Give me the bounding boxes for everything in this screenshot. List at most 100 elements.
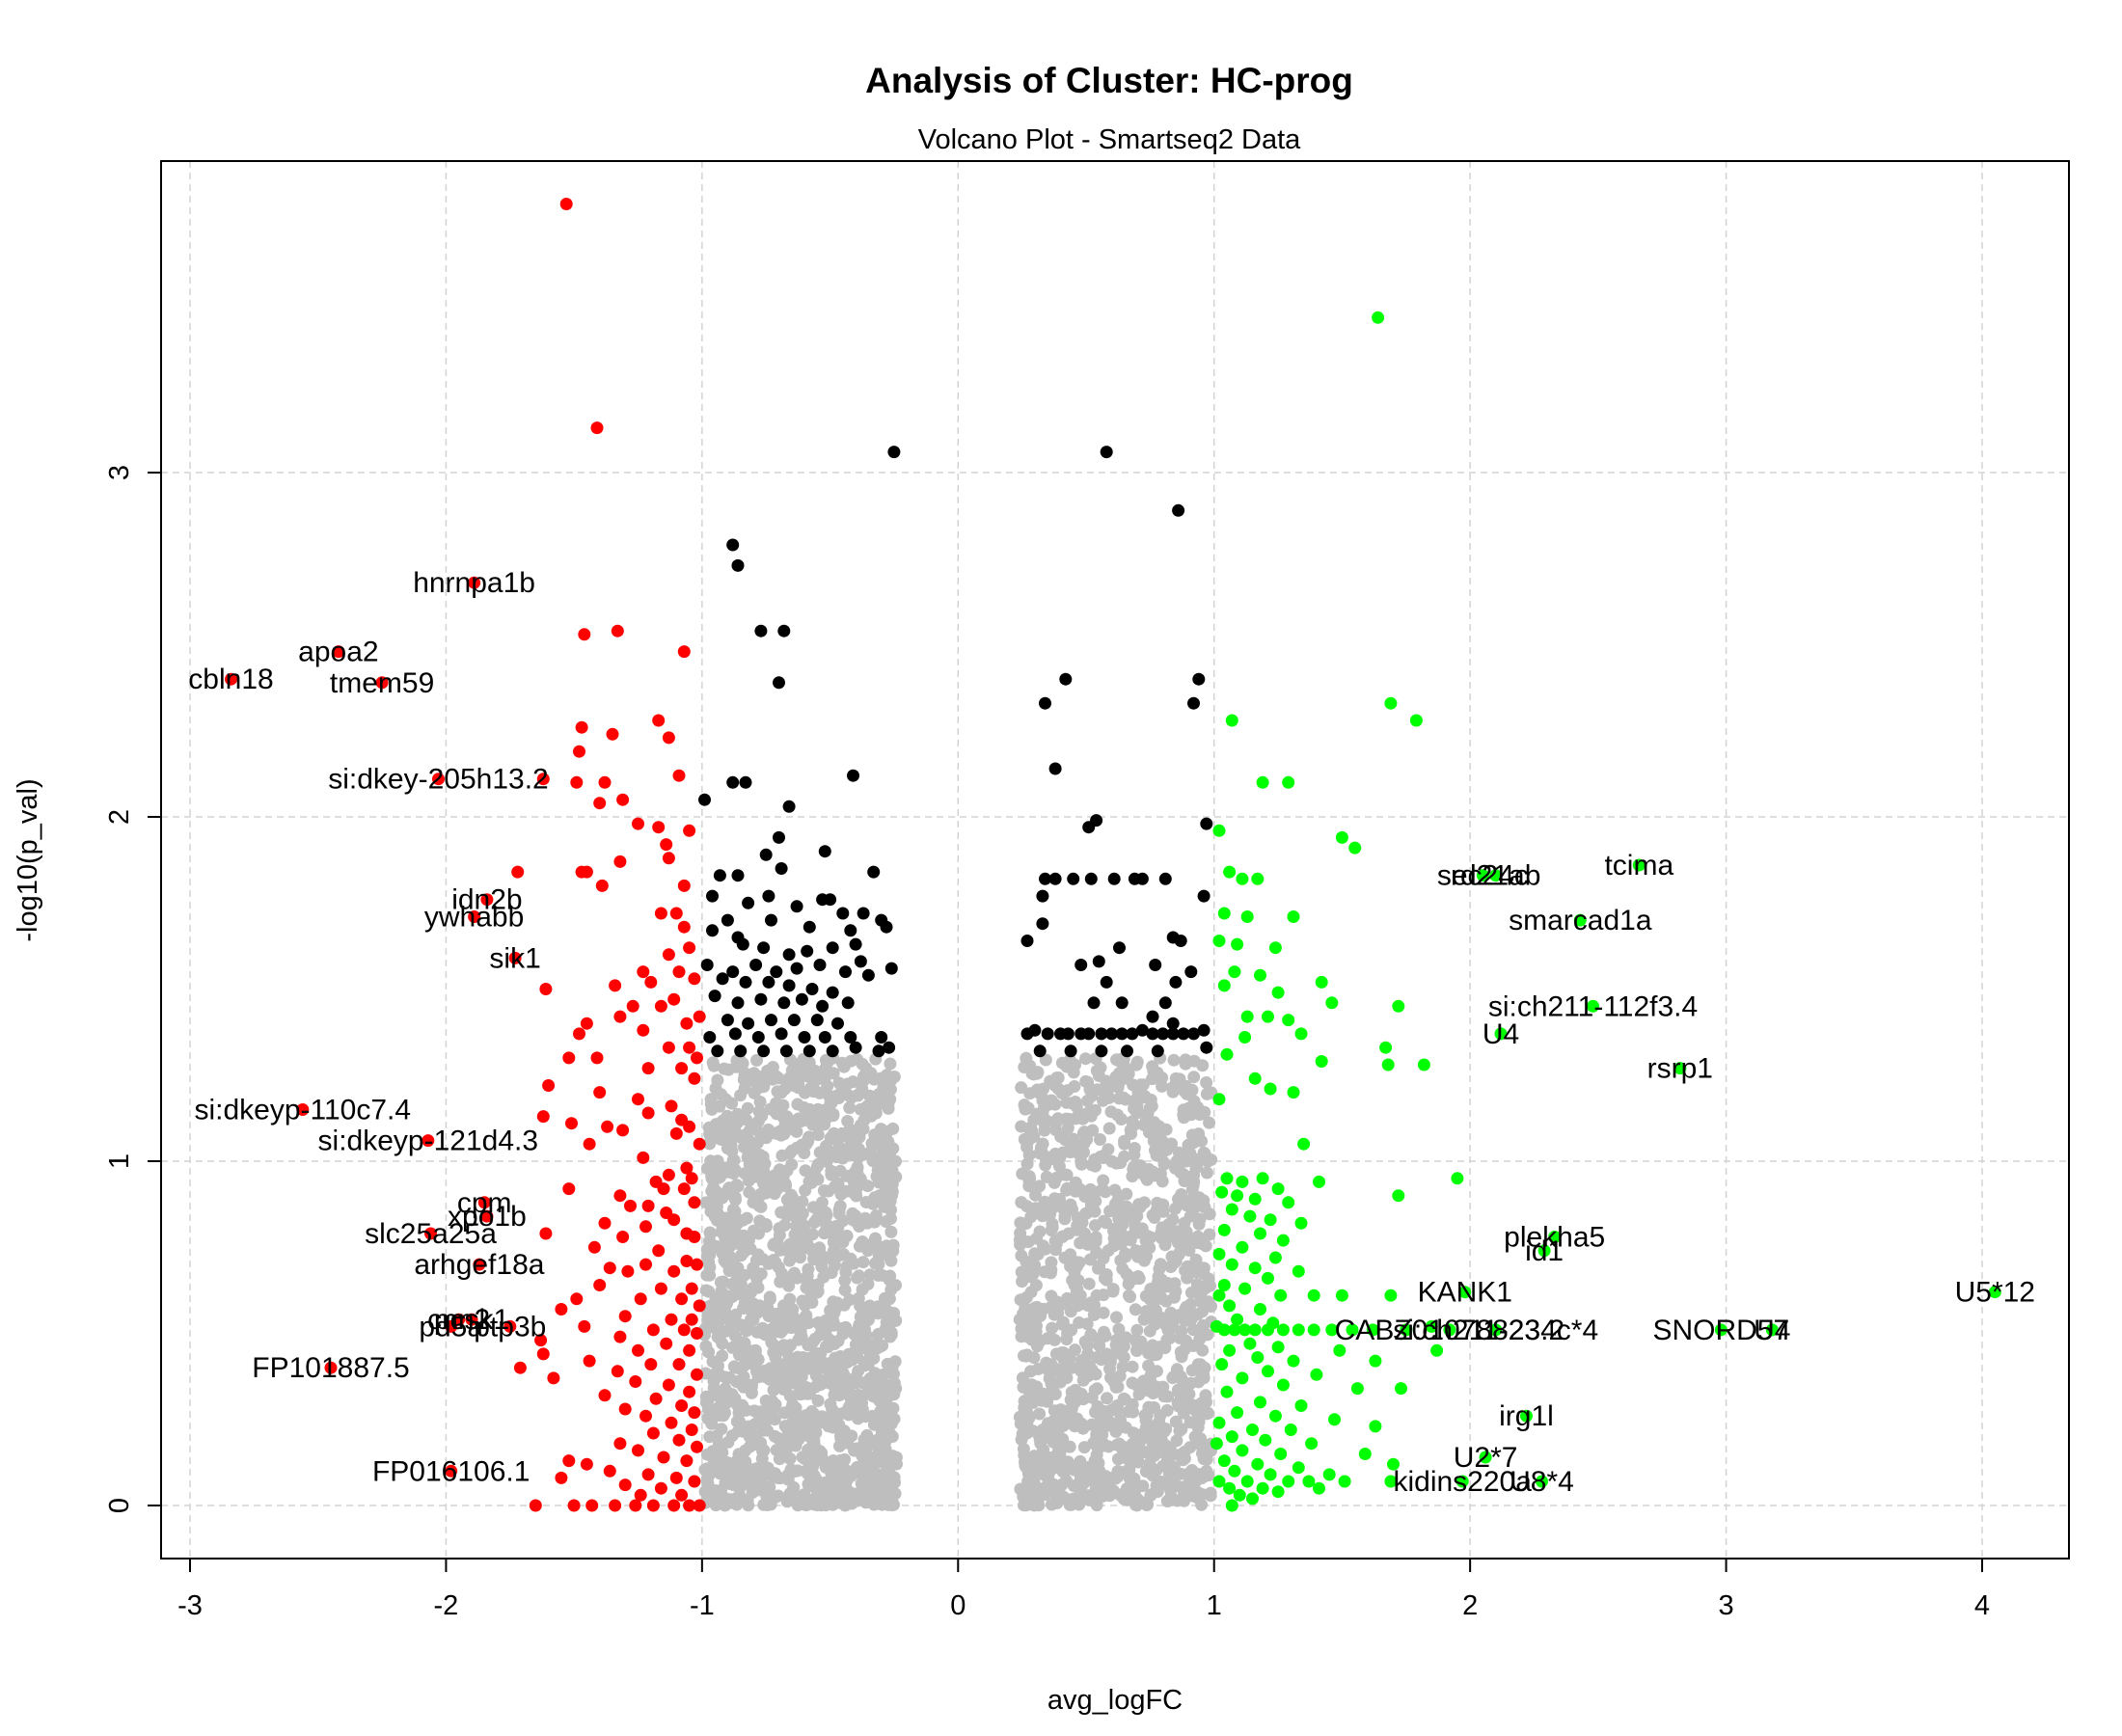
gray-point — [1089, 1219, 1102, 1233]
gray-point — [880, 1321, 892, 1335]
down-point — [669, 1126, 683, 1140]
down-point — [641, 1199, 655, 1212]
down-point — [590, 421, 604, 435]
gray-point — [1015, 1265, 1028, 1279]
down-point — [580, 1017, 593, 1030]
up-point — [1274, 1448, 1288, 1460]
up-point — [1392, 999, 1405, 1013]
gray-point — [771, 1471, 784, 1484]
up-point — [1231, 1313, 1244, 1326]
gray-point — [849, 1209, 862, 1223]
gray-point — [743, 1185, 756, 1199]
up-point — [1264, 1082, 1277, 1096]
gray-point — [1146, 1208, 1159, 1222]
up-point — [1262, 1271, 1274, 1285]
gray-point — [797, 1497, 810, 1510]
up-point — [1254, 968, 1266, 982]
gray-point — [730, 1179, 744, 1192]
gray-point — [745, 1313, 757, 1326]
gray-point — [705, 1417, 719, 1430]
gray-point — [1126, 1376, 1139, 1390]
gray-point — [798, 1219, 811, 1233]
gray-point — [869, 1232, 882, 1245]
down-point — [693, 1499, 706, 1512]
up-point — [1338, 1475, 1351, 1488]
up-point — [1225, 1203, 1238, 1216]
down-point — [598, 1389, 612, 1402]
significant-point — [810, 1014, 824, 1027]
up-point — [1223, 1481, 1237, 1495]
down-point — [618, 1478, 632, 1492]
gray-point — [772, 1489, 785, 1503]
down-point — [609, 1499, 622, 1512]
gray-point — [1147, 1348, 1160, 1362]
gray-point — [1029, 1279, 1043, 1292]
gray-point — [1115, 1113, 1128, 1126]
up-point — [1238, 1031, 1252, 1044]
gray-point — [1202, 1406, 1214, 1420]
significant-point — [880, 920, 893, 934]
labeled-point — [1520, 1409, 1533, 1423]
gray-point — [1156, 1079, 1169, 1093]
gray-point — [1108, 1183, 1122, 1197]
up-point — [1335, 830, 1348, 844]
gray-point — [1169, 1202, 1182, 1215]
gray-point — [839, 1499, 853, 1512]
gray-point — [739, 1444, 752, 1457]
up-point — [1381, 1058, 1395, 1071]
down-point — [654, 907, 667, 920]
down-point — [637, 1023, 650, 1037]
significant-point — [826, 986, 839, 999]
gray-point — [1100, 1413, 1113, 1426]
gray-point — [1075, 1365, 1088, 1378]
gray-point — [785, 1144, 799, 1157]
labeled-point — [1573, 913, 1587, 927]
up-point — [1384, 1475, 1398, 1488]
gray-point — [838, 1452, 852, 1466]
gray-point — [1118, 1150, 1131, 1163]
gray-point — [729, 1308, 743, 1321]
gray-point — [1049, 1124, 1062, 1136]
down-point — [578, 628, 591, 641]
down-point — [672, 965, 686, 979]
gray-point — [815, 1410, 829, 1424]
up-point — [1292, 1264, 1305, 1278]
up-point — [1259, 1433, 1272, 1447]
significant-point — [1172, 503, 1185, 517]
gray-point — [773, 1222, 786, 1235]
gray-point — [887, 1169, 900, 1182]
significant-point — [782, 979, 796, 992]
gray-point — [736, 1131, 749, 1145]
down-point — [616, 1231, 630, 1243]
gene-label: apoa2 — [298, 637, 378, 668]
gray-point — [780, 1121, 794, 1134]
gray-point — [853, 1130, 866, 1144]
gray-point — [777, 1242, 791, 1256]
gray-point — [1033, 1180, 1047, 1193]
gray-point — [723, 1478, 737, 1491]
gray-point — [1067, 1066, 1080, 1079]
down-point — [629, 1375, 642, 1388]
gray-point — [817, 1184, 830, 1197]
gray-point — [1099, 1185, 1112, 1199]
gray-point — [710, 1497, 723, 1510]
gray-point — [725, 1429, 739, 1443]
gray-point — [734, 1089, 748, 1102]
gray-point — [1110, 1438, 1124, 1451]
gray-point — [881, 1069, 893, 1082]
gray-point — [752, 1304, 765, 1317]
significant-point — [1090, 814, 1103, 827]
gray-point — [1083, 1253, 1097, 1266]
gray-point — [755, 1129, 769, 1143]
gray-point — [733, 1054, 747, 1068]
gray-point — [1070, 1285, 1083, 1298]
gray-point — [884, 1254, 898, 1267]
gray-point — [1130, 1055, 1144, 1069]
gray-point — [711, 1073, 724, 1087]
significant-point — [726, 965, 740, 979]
significant-point — [839, 965, 852, 979]
gray-point — [1076, 1126, 1090, 1140]
gray-point — [843, 1101, 857, 1115]
gray-point — [1046, 1321, 1059, 1335]
up-point — [1294, 1399, 1308, 1412]
